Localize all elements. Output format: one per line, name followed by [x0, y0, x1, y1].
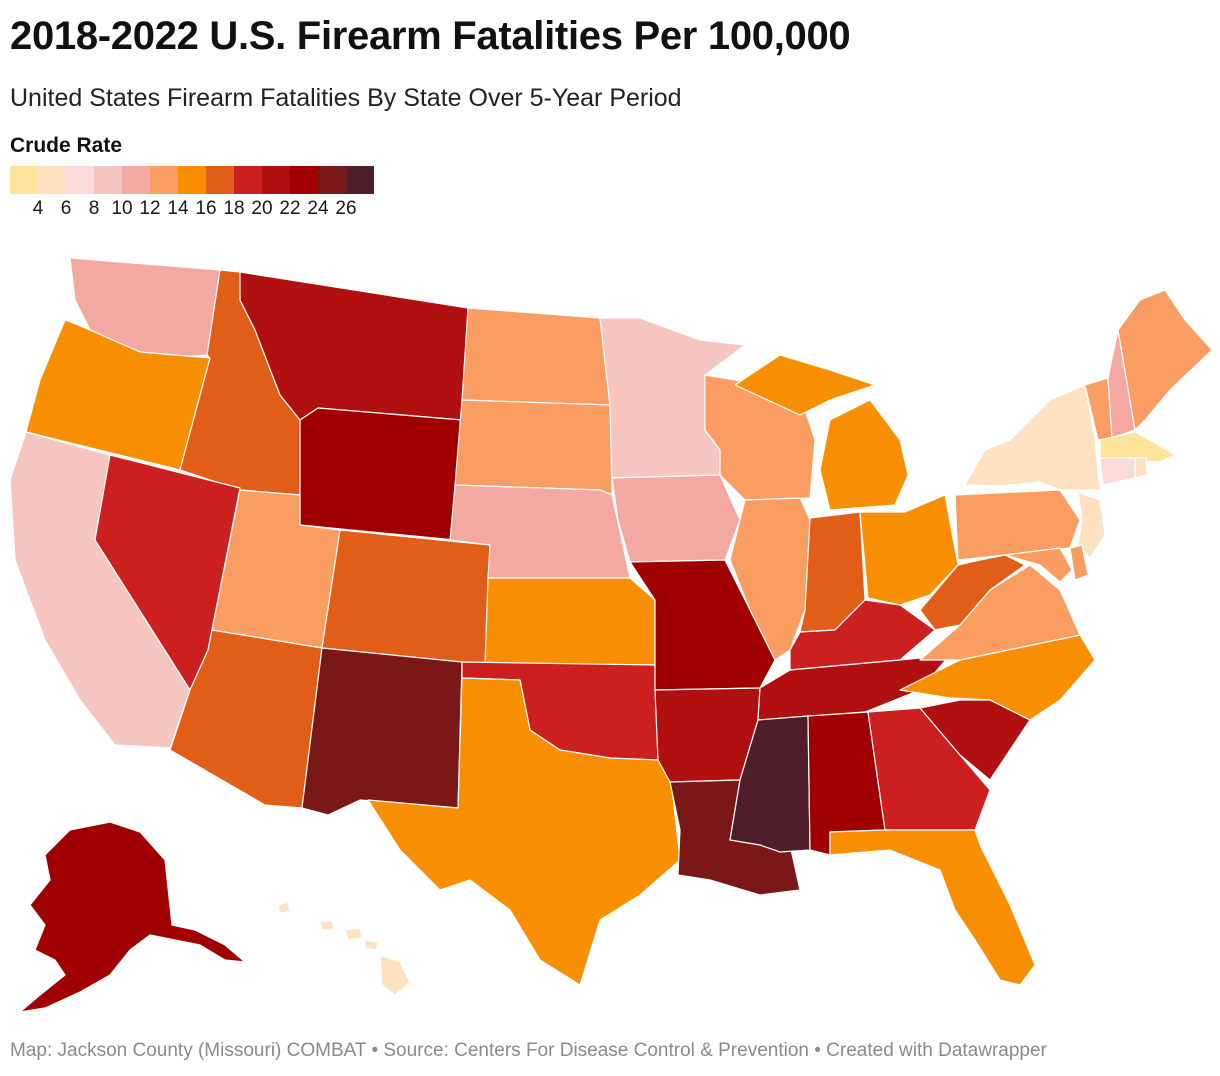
state-HI[interactable]	[277, 901, 411, 996]
state-SD[interactable]	[454, 399, 613, 496]
state-CO[interactable]	[321, 529, 491, 666]
legend-color-scale	[10, 166, 374, 194]
legend-swatch-1	[38, 166, 66, 194]
legend-tick-labels: 4 6 8 10 12 14 16 18 20 22 24 26	[10, 194, 374, 222]
legend-tick-label: 6	[60, 198, 72, 219]
legend-swatch-4	[122, 166, 150, 194]
legend-tick-label: 20	[251, 198, 273, 219]
legend-swatch-3	[94, 166, 122, 194]
legend-tick-label: 8	[88, 198, 100, 219]
us-choropleth-map	[9, 257, 1213, 1013]
legend-swatch-10	[290, 166, 318, 194]
state-ND[interactable]	[461, 307, 611, 406]
legend-tick-label: 18	[223, 198, 245, 219]
state-PA[interactable]	[954, 489, 1081, 561]
state-MI[interactable]	[734, 354, 909, 511]
legend-swatch-8	[234, 166, 262, 194]
state-NM[interactable]	[301, 647, 463, 816]
legend-tick-label: 24	[307, 198, 329, 219]
legend-swatch-5	[150, 166, 178, 194]
legend-swatch-12	[346, 166, 374, 194]
state-NY[interactable]	[964, 384, 1101, 491]
state-NJ[interactable]	[1077, 491, 1106, 559]
legend-tick-label: 4	[32, 198, 44, 219]
color-legend: Crude Rate 4 6 8 10 12 14 16 18 20 22 24 26	[10, 134, 374, 222]
legend-title: Crude Rate	[10, 134, 123, 157]
state-NC[interactable]	[899, 634, 1096, 721]
legend-swatch-2	[66, 166, 94, 194]
state-DE[interactable]	[1069, 544, 1089, 581]
legend-tick-label: 22	[279, 198, 301, 219]
legend-tick-label: 26	[335, 198, 357, 219]
legend-swatch-7	[206, 166, 234, 194]
state-CT[interactable]	[1099, 457, 1136, 486]
state-AK[interactable]	[19, 821, 246, 1013]
chart-title: 2018-2022 U.S. Firearm Fatalities Per 10…	[10, 14, 851, 58]
legend-tick-label: 16	[195, 198, 217, 219]
state-FL[interactable]	[829, 829, 1036, 986]
state-ME[interactable]	[1117, 289, 1213, 431]
legend-tick-label: 10	[111, 198, 133, 219]
state-KS[interactable]	[484, 577, 656, 666]
state-OH[interactable]	[859, 494, 959, 606]
state-WY[interactable]	[299, 407, 463, 541]
legend-tick-label: 12	[139, 198, 161, 219]
legend-swatch-11	[318, 166, 346, 194]
legend-swatch-0	[10, 166, 38, 194]
state-MD[interactable]	[1004, 547, 1073, 583]
legend-tick-label: 14	[167, 198, 189, 219]
state-TX[interactable]	[367, 677, 681, 986]
state-IA[interactable]	[611, 474, 741, 563]
state-IL[interactable]	[729, 497, 811, 661]
chart-subtitle: United States Firearm Fatalities By Stat…	[10, 84, 682, 112]
state-RI[interactable]	[1134, 457, 1148, 479]
legend-swatch-6	[178, 166, 206, 194]
footer-credits: Map: Jackson County (Missouri) COMBAT • …	[10, 1040, 1047, 1061]
state-MO[interactable]	[629, 559, 776, 691]
legend-swatch-9	[262, 166, 290, 194]
